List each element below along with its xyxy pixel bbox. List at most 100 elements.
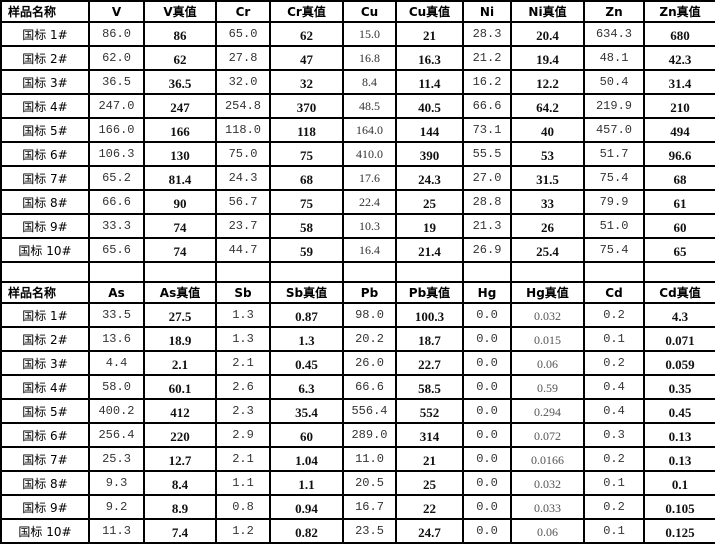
true-value-cell: 18.9 xyxy=(143,326,217,352)
true-value-cell: 0.033 xyxy=(510,494,585,520)
measured-value-cell: 410.0 xyxy=(342,141,397,167)
sample-name-cell: 国标 3# xyxy=(0,69,90,95)
table-row: 国标 5# 166.0 166 118.0 118 164.0 144 73.1 40 457.0… xyxy=(0,117,715,143)
measured-value-cell: 24.3 xyxy=(215,165,271,191)
true-value-cell: 62 xyxy=(269,21,344,47)
table-row: 国标 6# 106.3 130 75.0 75 410.0 390 55.5 53 51.7 96.… xyxy=(0,141,715,167)
true-value-cell: 68 xyxy=(269,165,344,191)
sample-name-cell: 国标 4# xyxy=(0,93,90,119)
true-value-cell: 4.3 xyxy=(643,302,715,328)
true-value-cell: 22 xyxy=(395,494,464,520)
sample-name-cell: 国标 9# xyxy=(0,494,90,520)
measured-value-cell: 65.0 xyxy=(215,21,271,47)
measured-value-cell: 25.3 xyxy=(88,446,145,472)
measured-value-cell: 23.5 xyxy=(342,518,397,544)
table-row: 国标 3# 4.4 2.1 2.1 0.45 26.0 22.7 0.0 0.06 0.2 0.05… xyxy=(0,350,715,376)
true-value-cell: 680 xyxy=(643,21,715,47)
empty-cell xyxy=(0,261,90,283)
true-value-cell: 33 xyxy=(510,189,585,215)
measured-value-cell: 73.1 xyxy=(462,117,512,143)
true-value-cell: 0.87 xyxy=(269,302,344,328)
measured-value-cell: 0.2 xyxy=(583,350,645,376)
true-value-cell: 8.9 xyxy=(143,494,217,520)
true-value-cell: 130 xyxy=(143,141,217,167)
empty-cell xyxy=(510,261,585,283)
table-row: 国标 4# 247.0 247 254.8 370 48.5 40.5 66.6 64.2 219… xyxy=(0,93,715,119)
empty-cell xyxy=(342,261,397,283)
true-value-cell: 0.13 xyxy=(643,446,715,472)
measured-value-cell: 0.8 xyxy=(215,494,271,520)
empty-cell xyxy=(583,261,645,283)
true-value-cell: 60.1 xyxy=(143,374,217,400)
measured-value-cell: 36.5 xyxy=(88,69,145,95)
measured-value-cell: 75.4 xyxy=(583,237,645,263)
measured-value-cell: 21.2 xyxy=(462,45,512,71)
empty-cell xyxy=(88,261,145,283)
true-value-cell: 47 xyxy=(269,45,344,71)
true-value-cell: 21 xyxy=(395,21,464,47)
sample-name-cell: 国标 10# xyxy=(0,237,90,263)
measured-value-cell: 0.0 xyxy=(462,374,512,400)
true-value-cell: 314 xyxy=(395,422,464,448)
true-value-cell: 390 xyxy=(395,141,464,167)
table-row: 国标 7# 65.2 81.4 24.3 68 17.6 24.3 27.0 31.5 75.4 6… xyxy=(0,165,715,191)
measured-value-cell: 219.9 xyxy=(583,93,645,119)
measured-value-cell: 1.3 xyxy=(215,302,271,328)
true-value-cell: 247 xyxy=(143,93,217,119)
measured-value-cell: 15.0 xyxy=(342,21,397,47)
table-row: 国标 10# 11.3 7.4 1.2 0.82 23.5 24.7 0.0 0.06 0.1 0.… xyxy=(0,518,715,544)
sample-name-cell: 国标 8# xyxy=(0,189,90,215)
column-header: Cr真值 xyxy=(269,0,344,23)
measured-value-cell: 50.4 xyxy=(583,69,645,95)
true-value-cell: 166 xyxy=(143,117,217,143)
sample-name-cell: 国标 9# xyxy=(0,213,90,239)
empty-cell xyxy=(462,261,512,283)
true-value-cell: 35.4 xyxy=(269,398,344,424)
true-value-cell: 494 xyxy=(643,117,715,143)
true-value-cell: 64.2 xyxy=(510,93,585,119)
measured-value-cell: 0.0 xyxy=(462,350,512,376)
true-value-cell: 118 xyxy=(269,117,344,143)
measured-value-cell: 166.0 xyxy=(88,117,145,143)
true-value-cell: 42.3 xyxy=(643,45,715,71)
true-value-cell: 0.45 xyxy=(269,350,344,376)
sample-name-cell: 国标 6# xyxy=(0,141,90,167)
measured-value-cell: 0.0 xyxy=(462,518,512,544)
empty-cell xyxy=(643,261,715,283)
true-value-cell: 0.0166 xyxy=(510,446,585,472)
true-value-cell: 0.032 xyxy=(510,302,585,328)
measured-value-cell: 16.7 xyxy=(342,494,397,520)
measured-value-cell: 28.8 xyxy=(462,189,512,215)
column-header: Cd xyxy=(583,281,645,304)
sample-name-cell: 国标 3# xyxy=(0,350,90,376)
true-value-cell: 65 xyxy=(643,237,715,263)
true-value-cell: 1.04 xyxy=(269,446,344,472)
measured-value-cell: 2.6 xyxy=(215,374,271,400)
true-value-cell: 12.2 xyxy=(510,69,585,95)
true-value-cell: 86 xyxy=(143,21,217,47)
true-value-cell: 210 xyxy=(643,93,715,119)
measured-value-cell: 20.2 xyxy=(342,326,397,352)
true-value-cell: 0.015 xyxy=(510,326,585,352)
true-value-cell: 22.7 xyxy=(395,350,464,376)
table-row: 国标 2# 62.0 62 27.8 47 16.8 16.3 21.2 19.4 48.1 42.… xyxy=(0,45,715,71)
true-value-cell: 2.1 xyxy=(143,350,217,376)
true-value-cell: 31.4 xyxy=(643,69,715,95)
true-value-cell: 0.94 xyxy=(269,494,344,520)
true-value-cell: 24.7 xyxy=(395,518,464,544)
true-value-cell: 0.032 xyxy=(510,470,585,496)
measured-value-cell: 2.1 xyxy=(215,350,271,376)
true-value-cell: 19.4 xyxy=(510,45,585,71)
measured-value-cell: 1.2 xyxy=(215,518,271,544)
column-header: Hg真值 xyxy=(510,281,585,304)
table-row: 国标 10# 65.6 74 44.7 59 16.4 21.4 26.9 25.4 75.4 65 xyxy=(0,237,715,263)
measured-value-cell: 0.1 xyxy=(583,326,645,352)
measured-value-cell: 23.7 xyxy=(215,213,271,239)
measured-value-cell: 62.0 xyxy=(88,45,145,71)
column-header: Ni真值 xyxy=(510,0,585,23)
true-value-cell: 0.125 xyxy=(643,518,715,544)
measured-value-cell: 98.0 xyxy=(342,302,397,328)
column-header: Zn真值 xyxy=(643,0,715,23)
measured-value-cell: 118.0 xyxy=(215,117,271,143)
measured-value-cell: 2.3 xyxy=(215,398,271,424)
